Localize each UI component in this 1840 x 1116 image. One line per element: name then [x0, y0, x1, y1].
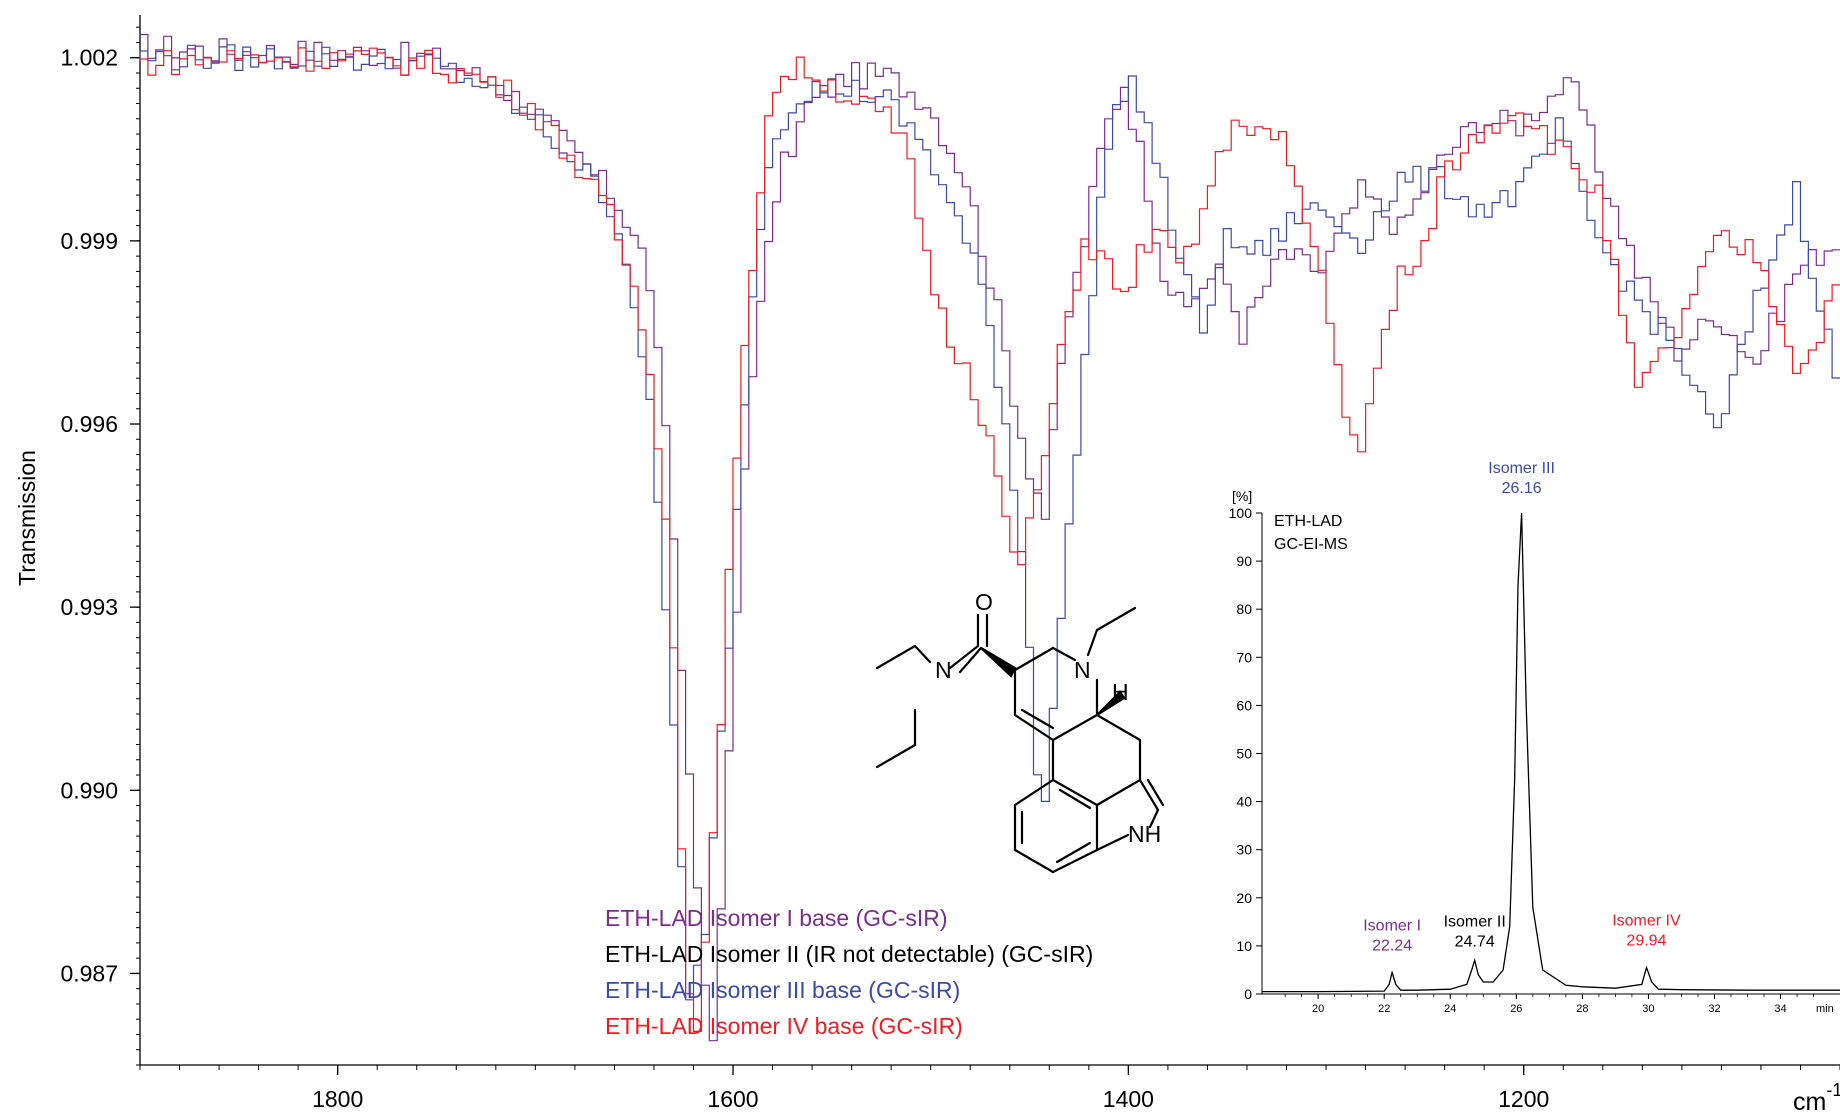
ir-series-line: [139, 44, 1840, 1001]
peak-label-time: 26.16: [1502, 480, 1542, 497]
y-tick-label: 1.002: [60, 45, 118, 71]
inset-subtitle: GC-EI-MS: [1274, 536, 1348, 553]
inset-x-tick-label: 34: [1774, 1003, 1786, 1015]
inset-y-tick-label: 90: [1236, 553, 1252, 569]
y-tick-label: 0.996: [60, 411, 118, 437]
peak-label-time: 22.24: [1372, 937, 1412, 954]
x-tick-label: 1600: [707, 1086, 758, 1112]
inset-x-unit: min: [1816, 1003, 1834, 1015]
atom-h: H: [1112, 679, 1129, 705]
inset-y-tick-label: 70: [1236, 649, 1252, 665]
atom-n-ring: N: [1074, 657, 1091, 683]
inset-y-tick-label: 20: [1236, 890, 1252, 906]
y-tick-label: 0.999: [60, 228, 118, 254]
inset-title: ETH-LAD: [1274, 513, 1342, 530]
inset-y-tick-label: 80: [1236, 601, 1252, 617]
peak-label-time: 24.74: [1455, 933, 1495, 950]
legend-item-isomer-1: ETH-LAD Isomer I base (GC-sIR): [605, 905, 948, 931]
structure-labels: O N N H NH: [935, 589, 1161, 847]
y-axis-ticks: 0.987 0.990 0.993 0.996 0.999 1.002: [60, 45, 140, 986]
inset-y-tick-label: 10: [1236, 938, 1252, 954]
y-tick-label: 0.993: [60, 594, 118, 620]
inset-y-tick-label: 100: [1229, 505, 1253, 521]
inset-x-tick-label: 32: [1708, 1003, 1720, 1015]
inset-series: [1262, 512, 1840, 993]
legend-item-isomer-3: ETH-LAD Isomer III base (GC-sIR): [605, 977, 960, 1003]
ir-series-line: [139, 47, 1840, 1032]
inset-y-tick-label: 0: [1244, 986, 1252, 1002]
inset-peak-labels: Isomer I 22.24 Isomer II 24.74 Isomer III 26.…: [1363, 460, 1681, 954]
y-axis-label: Transmission: [14, 450, 40, 586]
ir-spectrum-chart: 0.987 0.990 0.993 0.996 0.999 1.002 1800 1600 1…: [14, 15, 1840, 1116]
legend-item-isomer-4: ETH-LAD Isomer IV base (GC-sIR): [605, 1013, 963, 1039]
peak-label-name: Isomer II: [1444, 913, 1506, 930]
x-axis-ticks: 18001600140012001000800: [139, 1065, 1840, 1112]
x-tick-label: 1800: [312, 1086, 363, 1112]
x-tick-label: 1400: [1103, 1086, 1154, 1112]
peak-label-name: Isomer I: [1363, 917, 1421, 934]
peak-label-name: Isomer IV: [1612, 913, 1681, 930]
inset-x-axis-ticks: 20 22 24 26 28 30 32 34: [1284, 994, 1814, 1015]
y-tick-label: 0.987: [60, 960, 118, 986]
inset-y-unit: [%]: [1232, 488, 1252, 504]
x-tick-label: 1200: [1498, 1086, 1549, 1112]
ir-series-line: [139, 33, 1840, 1042]
inset-x-tick-label: 26: [1510, 1003, 1522, 1015]
legend: ETH-LAD Isomer I base (GC-sIR) ETH-LAD I…: [605, 905, 1093, 1039]
chemical-structure: [875, 606, 1165, 874]
atom-nh: NH: [1128, 821, 1161, 847]
atom-o: O: [975, 589, 993, 615]
peak-label-name: Isomer III: [1488, 460, 1555, 477]
y-tick-label: 0.990: [60, 777, 118, 803]
inset-y-tick-label: 60: [1236, 697, 1252, 713]
inset-x-tick-label: 28: [1576, 1003, 1588, 1015]
peak-label-time: 29.94: [1626, 933, 1666, 950]
inset-x-tick-label: 20: [1312, 1003, 1324, 1015]
atom-n-amide: N: [935, 657, 952, 683]
y-minor-ticks: [136, 26, 140, 1066]
legend-item-isomer-2: ETH-LAD Isomer II (IR not detectable) (G…: [605, 941, 1093, 967]
inset-x-tick-label: 24: [1444, 1003, 1456, 1015]
inset-x-tick-label: 30: [1642, 1003, 1654, 1015]
ir-series: [139, 33, 1840, 1042]
chromatogram-line: [1262, 512, 1840, 993]
inset-x-tick-label: 22: [1378, 1003, 1390, 1015]
x-axis-unit: cm-1: [1793, 1080, 1840, 1116]
inset-y-tick-label: 40: [1236, 794, 1252, 810]
inset-y-axis-ticks: 0 10 20 30 40 50 60 70 80 90 100: [1229, 505, 1262, 1002]
inset-y-tick-label: 30: [1236, 842, 1252, 858]
inset-y-tick-label: 50: [1236, 746, 1252, 762]
